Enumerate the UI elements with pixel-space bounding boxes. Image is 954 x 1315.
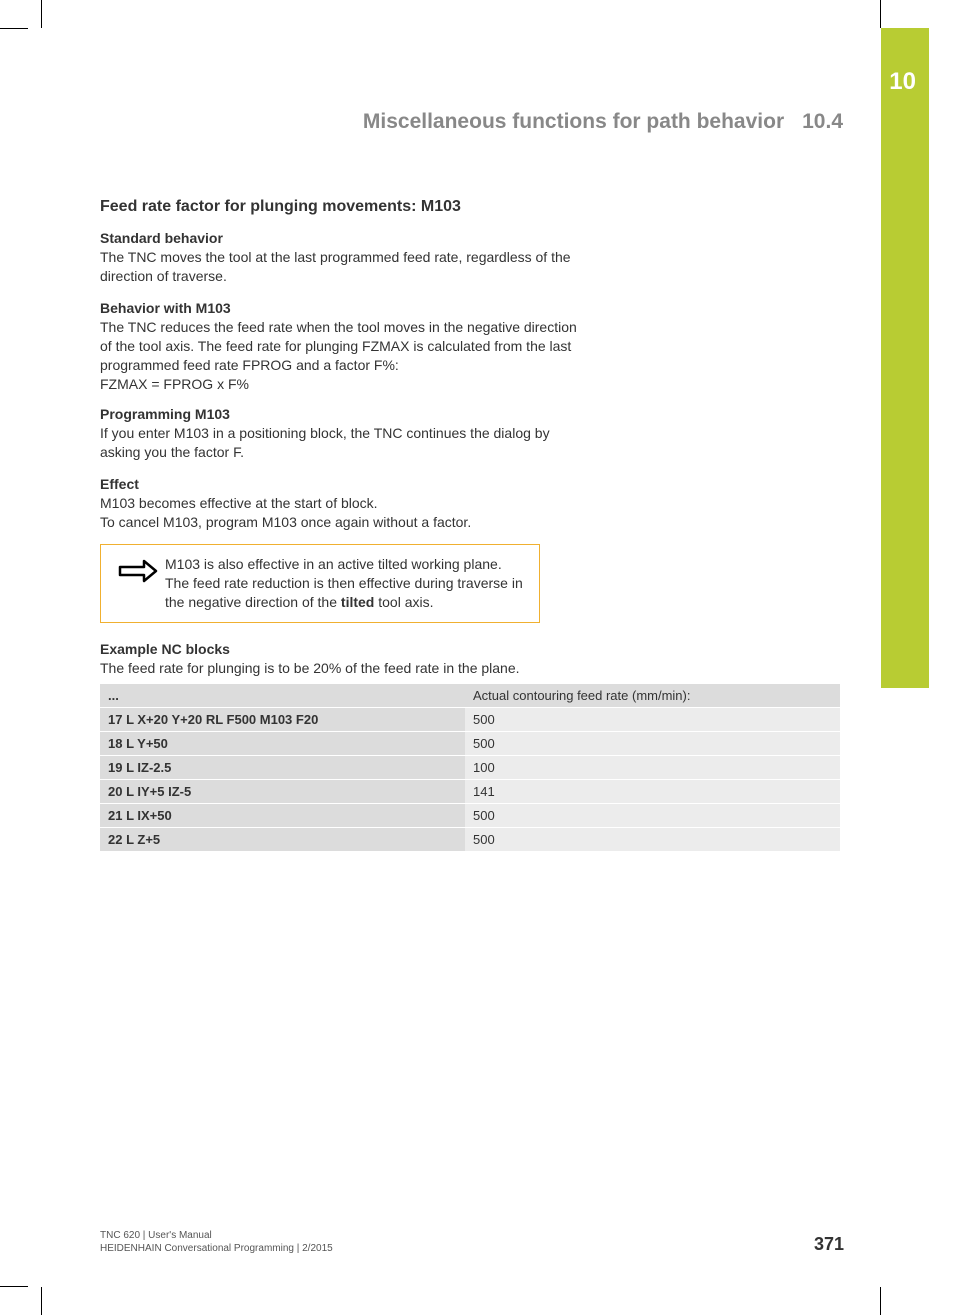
crop-mark bbox=[880, 0, 881, 28]
text-programming: If you enter M103 in a positioning block… bbox=[100, 424, 590, 462]
table-header-left: ... bbox=[100, 684, 465, 707]
formula-m103: FZMAX = FPROG x F% bbox=[100, 376, 840, 392]
crop-mark bbox=[880, 1287, 881, 1315]
crop-mark bbox=[41, 0, 42, 28]
footer-text: TNC 620 | User's Manual HEIDENHAIN Conve… bbox=[100, 1229, 333, 1255]
page-footer: TNC 620 | User's Manual HEIDENHAIN Conve… bbox=[100, 1229, 844, 1255]
table-header-row: ... Actual contouring feed rate (mm/min)… bbox=[100, 684, 840, 708]
table-row: 17 L X+20 Y+20 RL F500 M103 F20500 bbox=[100, 708, 840, 732]
footer-line2: HEIDENHAIN Conversational Programming | … bbox=[100, 1242, 333, 1255]
note-bold: tilted bbox=[341, 594, 374, 610]
content-area: Feed rate factor for plunging movements:… bbox=[100, 198, 840, 852]
text-example-intro: The feed rate for plunging is to be 20% … bbox=[100, 659, 590, 678]
crop-mark bbox=[0, 1286, 28, 1287]
crop-mark bbox=[41, 1287, 42, 1315]
chapter-tab bbox=[881, 28, 929, 688]
nc-code-cell: 18 L Y+50 bbox=[100, 732, 465, 755]
page-header: Miscellaneous functions for path behavio… bbox=[100, 100, 881, 144]
nc-blocks-table: ... Actual contouring feed rate (mm/min)… bbox=[100, 684, 840, 852]
feed-rate-cell: 500 bbox=[465, 732, 840, 755]
crop-mark bbox=[0, 28, 28, 29]
header-section: 10.4 bbox=[802, 110, 843, 134]
nc-code-cell: 19 L IZ-2.5 bbox=[100, 756, 465, 779]
chapter-number: 10 bbox=[889, 68, 916, 96]
footer-line1: TNC 620 | User's Manual bbox=[100, 1229, 333, 1242]
table-row: 22 L Z+5500 bbox=[100, 828, 840, 852]
table-body: 17 L X+20 Y+20 RL F500 M103 F2050018 L Y… bbox=[100, 708, 840, 852]
text-effect-1: M103 becomes effective at the start of b… bbox=[100, 494, 590, 513]
page-number: 371 bbox=[814, 1234, 844, 1255]
feed-rate-cell: 141 bbox=[465, 780, 840, 803]
note-text: M103 is also effective in an active tilt… bbox=[165, 555, 527, 612]
subheading-example: Example NC blocks bbox=[100, 641, 840, 657]
text-m103: The TNC reduces the feed rate when the t… bbox=[100, 318, 590, 375]
subheading-standard: Standard behavior bbox=[100, 230, 840, 246]
arrow-icon bbox=[111, 555, 165, 612]
note-box: M103 is also effective in an active tilt… bbox=[100, 544, 540, 623]
header-title: Miscellaneous functions for path behavio… bbox=[363, 110, 784, 134]
table-row: 21 L IX+50500 bbox=[100, 804, 840, 828]
nc-code-cell: 22 L Z+5 bbox=[100, 828, 465, 851]
table-row: 19 L IZ-2.5100 bbox=[100, 756, 840, 780]
table-header-right: Actual contouring feed rate (mm/min): bbox=[465, 684, 840, 707]
note-post: tool axis. bbox=[374, 594, 433, 610]
text-standard: The TNC moves the tool at the last progr… bbox=[100, 248, 590, 286]
subheading-m103: Behavior with M103 bbox=[100, 300, 840, 316]
section-title: Feed rate factor for plunging movements:… bbox=[100, 198, 840, 216]
feed-rate-cell: 500 bbox=[465, 804, 840, 827]
nc-code-cell: 17 L X+20 Y+20 RL F500 M103 F20 bbox=[100, 708, 465, 731]
nc-code-cell: 20 L IY+5 IZ-5 bbox=[100, 780, 465, 803]
table-row: 18 L Y+50500 bbox=[100, 732, 840, 756]
feed-rate-cell: 500 bbox=[465, 828, 840, 851]
feed-rate-cell: 100 bbox=[465, 756, 840, 779]
table-row: 20 L IY+5 IZ-5141 bbox=[100, 780, 840, 804]
feed-rate-cell: 500 bbox=[465, 708, 840, 731]
subheading-effect: Effect bbox=[100, 476, 840, 492]
subheading-programming: Programming M103 bbox=[100, 406, 840, 422]
nc-code-cell: 21 L IX+50 bbox=[100, 804, 465, 827]
text-effect-2: To cancel M103, program M103 once again … bbox=[100, 513, 590, 532]
